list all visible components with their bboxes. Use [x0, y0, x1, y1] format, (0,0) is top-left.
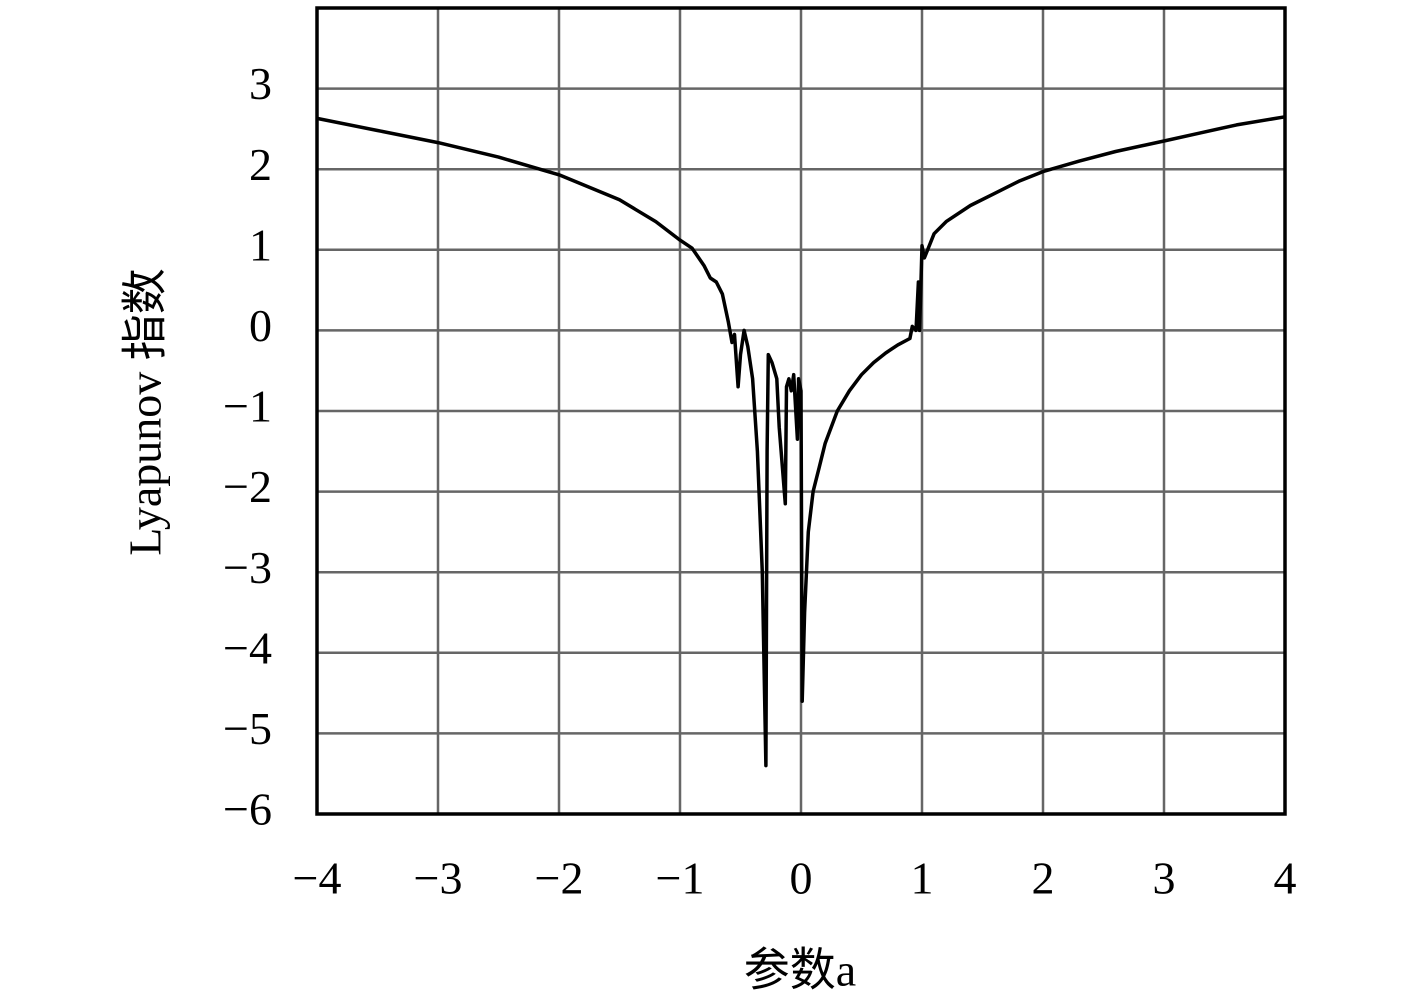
- y-tick-label: −2: [223, 461, 272, 512]
- y-tick-label: −1: [223, 381, 272, 432]
- y-tick-label: 0: [249, 300, 272, 351]
- y-tick-label: −5: [223, 703, 272, 754]
- x-tick-label: −4: [293, 853, 342, 904]
- x-tick-label: 1: [911, 853, 934, 904]
- y-tick-label: 3: [249, 58, 272, 109]
- x-tick-label: −1: [656, 853, 705, 904]
- y-tick-label: −3: [223, 542, 272, 593]
- data-line: [316, 115, 1286, 768]
- plot-frame: [315, 6, 1287, 816]
- y-tick-label: 2: [249, 139, 272, 190]
- y-tick-label: 1: [249, 219, 272, 270]
- x-tick-label: 2: [1032, 853, 1055, 904]
- x-tick-label: 4: [1274, 853, 1297, 904]
- y-axis-label: Lyapunov 指数: [120, 268, 171, 555]
- x-axis-label: 参数a: [744, 945, 856, 996]
- x-tick-label: 3: [1153, 853, 1176, 904]
- x-tick-label: 0: [790, 853, 813, 904]
- x-tick-label: −3: [414, 853, 463, 904]
- x-tick-label: −2: [535, 853, 584, 904]
- y-tick-label: −4: [223, 622, 272, 673]
- y-tick-label: −6: [223, 784, 272, 835]
